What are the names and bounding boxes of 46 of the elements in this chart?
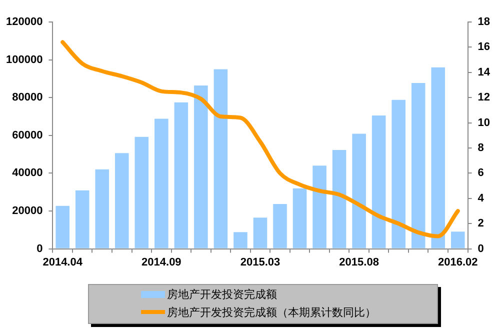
bar [312,166,326,248]
y2-tick-label: 18 [478,16,490,28]
y-tick-label: 40000 [12,167,43,180]
line-series [60,40,460,238]
bar [292,188,307,248]
x-tick-label: 2015.08 [339,256,379,268]
y2-tick-label: 16 [478,41,490,54]
bar [154,118,168,248]
y2-tick-label: 6 [478,167,484,180]
bar [253,218,268,248]
y-tick-label: 120000 [6,16,43,28]
x-tick-label: 2016.02 [438,256,478,268]
y2-tick-label: 10 [478,116,490,129]
y-tick-label: 20000 [12,205,43,218]
bar [75,190,90,248]
y2-tick-label: 14 [478,66,491,78]
bar [431,67,446,248]
bar [114,153,129,248]
bar [372,116,386,248]
y2-tick-label: 0 [478,242,484,255]
bar [332,150,346,248]
bar [134,136,149,248]
bar [352,134,366,248]
x-tick-label: 2015.03 [240,256,280,268]
bar [411,83,426,248]
bar [56,206,70,248]
y2-tick-label: 8 [478,142,484,154]
y-tick-label: 80000 [12,92,43,104]
bar [95,169,110,248]
bar [174,102,188,248]
y-tick-label: 0 [36,242,43,255]
y2-tick-label: 4 [478,192,485,204]
y2-tick-label: 2 [478,218,484,230]
y-tick-label: 60000 [12,129,43,142]
x-tick-label: 2014.09 [142,256,182,268]
legend-label: 房地产开发投资完成额（本期累计数同比） [167,304,376,320]
bar [392,100,406,248]
bar [214,69,228,248]
bar [234,232,248,248]
bar [273,204,287,248]
y-tick-label: 100000 [6,54,43,66]
bar [194,86,208,248]
x-tick-label: 2014.04 [42,256,84,268]
y2-tick-label: 12 [478,92,490,104]
legend-label: 房地产开发投资完成额 [167,286,277,302]
bar [450,232,465,248]
